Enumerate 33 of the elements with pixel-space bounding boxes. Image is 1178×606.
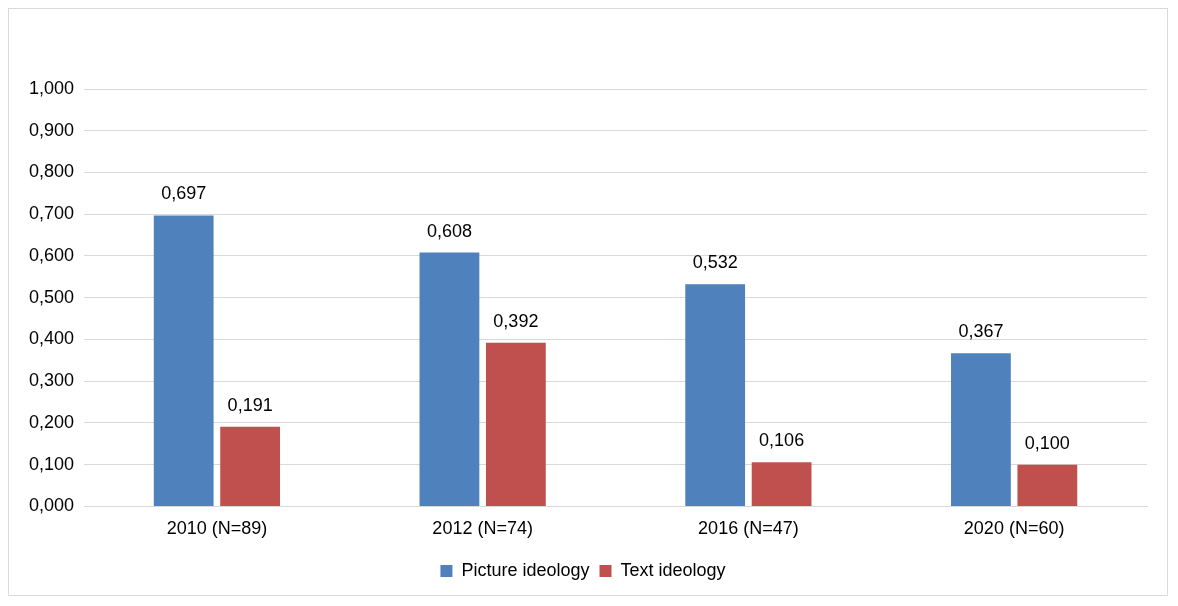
x-tick-label: 2010 (N=89) [166, 518, 268, 539]
bar [419, 252, 480, 506]
y-tick-label: 0,000 [29, 495, 75, 516]
y-tick-label: 0,300 [29, 370, 75, 391]
y-tick-label: 0,200 [29, 411, 75, 432]
data-label: 0,191 [227, 394, 273, 415]
data-label: 0,392 [493, 310, 539, 331]
y-tick-label: 0,600 [29, 244, 75, 265]
data-label: 0,697 [161, 183, 207, 204]
y-tick-label: 0,800 [29, 161, 75, 182]
bar [1017, 464, 1078, 506]
y-tick-label: 0,900 [29, 119, 75, 140]
y-tick-label: 1,000 [29, 77, 75, 98]
y-tick-label: 0,500 [29, 286, 75, 307]
bar [220, 426, 281, 506]
x-tick-label: 2016 (N=47) [698, 518, 799, 539]
data-label: 0,100 [1024, 432, 1070, 453]
bar [685, 284, 746, 506]
y-tick-label: 0,100 [29, 453, 75, 474]
y-tick-label: 0,700 [29, 203, 75, 224]
y-tick-label: 0,400 [29, 328, 75, 349]
legend-label: Text ideology [620, 559, 726, 580]
x-tick-label: 2012 (N=74) [432, 518, 533, 539]
legend-label: Picture ideology [461, 559, 590, 580]
bar [951, 353, 1011, 506]
data-label: 0,106 [759, 430, 805, 451]
bar [751, 462, 812, 506]
bar [153, 215, 214, 506]
x-tick-label: 2020 (N=60) [963, 518, 1065, 539]
data-label: 0,532 [692, 252, 738, 273]
data-label: 0,367 [958, 321, 1004, 342]
data-label: 0,608 [426, 220, 472, 241]
bar [485, 342, 546, 506]
